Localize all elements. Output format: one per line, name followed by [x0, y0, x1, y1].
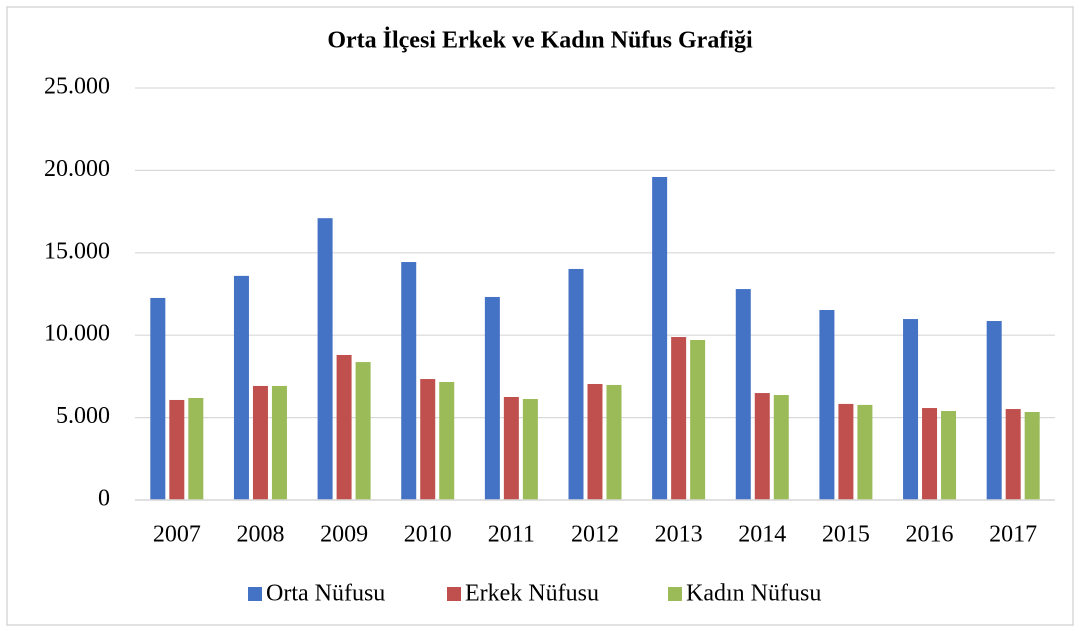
y-tick-label: 15.000: [44, 238, 110, 264]
y-tick-label: 0: [98, 486, 110, 512]
bar: [903, 319, 919, 500]
bar: [169, 399, 185, 500]
bar: [188, 397, 204, 500]
chart-title: Orta İlçesi Erkek ve Kadın Nüfus Grafiği: [327, 28, 753, 54]
bar: [420, 379, 436, 500]
bar: [568, 268, 584, 500]
legend-swatch: [248, 587, 262, 601]
x-tick-label: 2009: [320, 522, 368, 548]
x-tick-label: 2008: [236, 522, 284, 548]
bar: [735, 289, 751, 500]
bar: [652, 176, 668, 500]
legend-label: Orta Nüfusu: [266, 581, 385, 607]
x-tick-label: 2011: [488, 522, 535, 548]
x-tick-label: 2007: [153, 522, 201, 548]
y-tick-label: 10.000: [44, 321, 110, 347]
bar: [922, 408, 938, 500]
bar: [1005, 409, 1021, 500]
bar: [317, 218, 333, 500]
bar: [671, 337, 687, 500]
bar: [439, 382, 455, 500]
bar: [484, 296, 500, 500]
x-tick-label: 2017: [989, 522, 1037, 548]
legend-label: Kadın Nüfusu: [686, 581, 821, 607]
bar: [233, 275, 249, 500]
bar: [941, 411, 957, 500]
bar: [1024, 411, 1040, 500]
bar: [271, 385, 287, 500]
bar: [986, 321, 1002, 500]
x-tick-label: 2013: [655, 522, 703, 548]
bar: [252, 385, 268, 500]
bar: [401, 262, 417, 500]
bar: [150, 297, 166, 500]
x-tick-label: 2015: [822, 522, 870, 548]
x-tick-label: 2014: [738, 522, 786, 548]
bar: [838, 403, 854, 500]
x-tick-label: 2016: [906, 522, 954, 548]
bar: [587, 383, 603, 500]
legend-swatch: [447, 587, 461, 601]
bar: [754, 393, 770, 500]
legend-label: Erkek Nüfusu: [465, 581, 599, 607]
y-tick-label: 5.000: [56, 403, 110, 429]
legend-swatch: [668, 587, 682, 601]
y-tick-label: 25.000: [44, 74, 110, 100]
bar: [857, 404, 873, 500]
bar: [503, 397, 519, 500]
x-tick-label: 2010: [404, 522, 452, 548]
bar: [522, 398, 538, 500]
y-tick-label: 20.000: [44, 156, 110, 182]
x-tick-label: 2012: [571, 522, 619, 548]
bar: [690, 339, 706, 500]
bar: [606, 384, 622, 500]
bar: [336, 354, 352, 500]
chart-border: [6, 6, 1074, 626]
bar: [773, 395, 789, 500]
bar: [355, 362, 371, 500]
bar: [819, 309, 835, 500]
